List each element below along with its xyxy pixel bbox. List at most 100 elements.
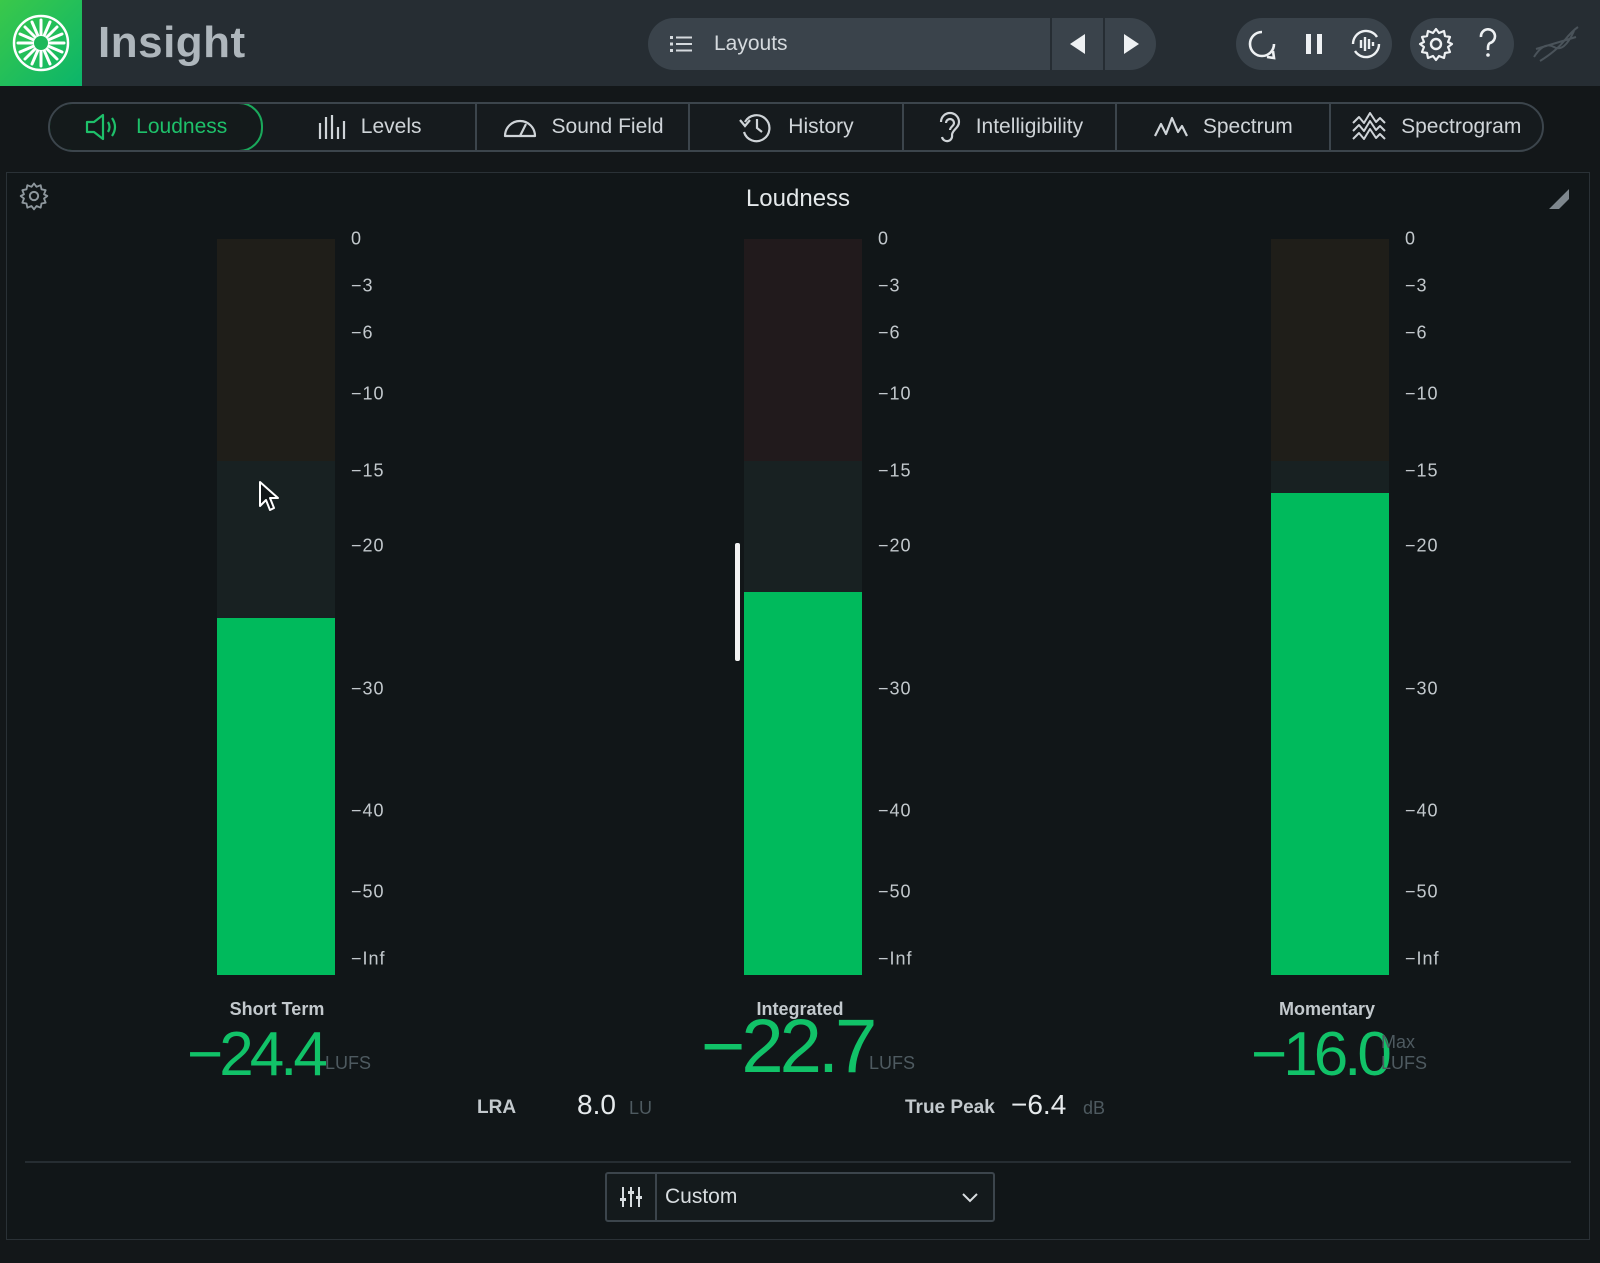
meter-zone-high	[217, 239, 335, 461]
momentary-level-bar	[1271, 492, 1389, 975]
momentary-label: Momentary	[1278, 999, 1376, 1019]
scale-tick: −20	[878, 535, 912, 556]
reset-icon	[1351, 29, 1381, 59]
meter-zone-target	[744, 461, 862, 615]
scale-tick: −6	[1405, 322, 1428, 343]
tab-spectrum[interactable]: Spectrum	[1117, 104, 1331, 150]
scale-tick: −50	[351, 881, 385, 902]
help-icon	[1479, 28, 1497, 57]
divider	[25, 1161, 1571, 1163]
scale-tick: −10	[878, 383, 912, 404]
help-button[interactable]	[1462, 18, 1514, 70]
scale-tick: −6	[878, 322, 901, 343]
lra-unit: LU	[629, 1098, 653, 1118]
meter-zone-high	[744, 239, 862, 461]
momentary-max-label: Max	[1381, 1032, 1416, 1052]
momentary-unit: LUFS	[1381, 1053, 1428, 1073]
scale-tick: −20	[1405, 535, 1439, 556]
preset-settings-button[interactable]	[607, 1174, 657, 1220]
short-term-value: −24.4	[187, 1020, 328, 1089]
scale-tick: −30	[1405, 678, 1439, 699]
transport-controls	[1236, 18, 1392, 70]
meter-track	[217, 239, 335, 975]
true-peak-label: True Peak	[905, 1097, 995, 1118]
scale-tick: −Inf	[1405, 948, 1440, 969]
pause-icon	[1306, 34, 1322, 54]
scale-tick: −40	[1405, 800, 1439, 821]
sliders-icon	[620, 1187, 642, 1207]
integrated-label: Integrated	[756, 999, 844, 1019]
short-term-level-bar	[217, 618, 335, 975]
tab-levels[interactable]: Levels	[263, 104, 477, 150]
tab-label: Loudness	[136, 115, 228, 138]
tab-label: Sound Field	[551, 115, 664, 138]
scale-tick: −20	[351, 535, 385, 556]
next-layout-button[interactable]	[1103, 18, 1156, 70]
tab-sound-field[interactable]: Sound Field	[477, 104, 691, 150]
scale-tick: −3	[878, 275, 901, 296]
meter-track	[1271, 239, 1389, 975]
true-peak-unit: dB	[1083, 1098, 1106, 1118]
spectrum-icon	[1153, 116, 1188, 137]
tab-label: Intelligibility	[975, 115, 1084, 138]
app-title: Insight	[98, 18, 246, 67]
integrated-level-bar	[744, 592, 862, 975]
tab-label: Spectrum	[1202, 115, 1293, 138]
tab-label: History	[788, 115, 854, 138]
tab-spectrogram[interactable]: Spectrogram	[1331, 104, 1542, 150]
integrated-unit: LUFS	[869, 1053, 916, 1073]
mouse-cursor-icon	[259, 481, 279, 511]
chevron-down-icon	[962, 1193, 978, 1203]
list-icon	[670, 36, 692, 52]
scale-tick: 0	[351, 228, 363, 249]
pause-button[interactable]	[1288, 18, 1340, 70]
settings-button[interactable]	[1410, 18, 1462, 70]
layouts-button[interactable]: Layouts	[648, 18, 1050, 70]
scale-tick: −50	[878, 881, 912, 902]
scale-tick: −Inf	[351, 948, 386, 969]
history-icon	[739, 114, 771, 143]
short-term-unit: LUFS	[325, 1053, 372, 1073]
short-term-label: Short Term	[229, 999, 325, 1019]
loop-icon	[1248, 30, 1276, 60]
next-icon	[1124, 34, 1139, 54]
logo	[0, 0, 82, 86]
settings-icon	[1418, 27, 1454, 62]
scale-tick: −3	[351, 275, 374, 296]
scale-tick: −15	[1405, 460, 1439, 481]
ear-icon	[939, 111, 960, 143]
meter-track	[744, 239, 862, 975]
scale-tick: 0	[1405, 228, 1417, 249]
previous-layout-button[interactable]	[1050, 18, 1104, 70]
expand-icon[interactable]	[1545, 185, 1571, 211]
scale-tick: −15	[878, 460, 912, 481]
tab-intelligibility[interactable]: Intelligibility	[904, 104, 1118, 150]
levels-icon	[318, 115, 345, 139]
preset-dropdown[interactable]: Custom	[605, 1172, 995, 1222]
scale-tick: −3	[1405, 275, 1428, 296]
lra-value: 8.0	[577, 1089, 616, 1120]
loudness-panel: Loudness 0 −3 −6 −10 −15 −20 −30 −40 −50 −Inf 0 −3…	[6, 172, 1590, 1240]
panel-settings-icon[interactable]	[19, 181, 49, 211]
scale-tick: −30	[351, 678, 385, 699]
reset-button[interactable]	[1340, 18, 1392, 70]
meter-scale: 0 −3 −6 −10 −15 −20 −30 −40 −50 −Inf	[1405, 229, 1465, 975]
tab-history[interactable]: History	[690, 104, 904, 150]
scale-tick: −15	[351, 460, 385, 481]
momentary-value: −16.0	[1251, 1020, 1392, 1089]
scale-tick: 0	[878, 228, 890, 249]
preset-value: Custom	[665, 1185, 738, 1208]
scale-tick: −40	[878, 800, 912, 821]
speaker-icon	[86, 113, 117, 141]
scribble-icon	[1533, 26, 1579, 62]
layouts-control: Layouts	[648, 18, 1156, 70]
true-peak-value: −6.4	[1011, 1089, 1067, 1120]
panel-title: Loudness	[745, 185, 851, 212]
lra-label: LRA	[477, 1097, 517, 1118]
scale-tick: −50	[1405, 881, 1439, 902]
insight-logo-icon	[12, 14, 70, 72]
tab-loudness[interactable]: Loudness	[50, 104, 264, 150]
layouts-label: Layouts	[714, 32, 788, 55]
loop-button[interactable]	[1236, 18, 1288, 70]
integrated-value: −22.7	[701, 1004, 877, 1089]
